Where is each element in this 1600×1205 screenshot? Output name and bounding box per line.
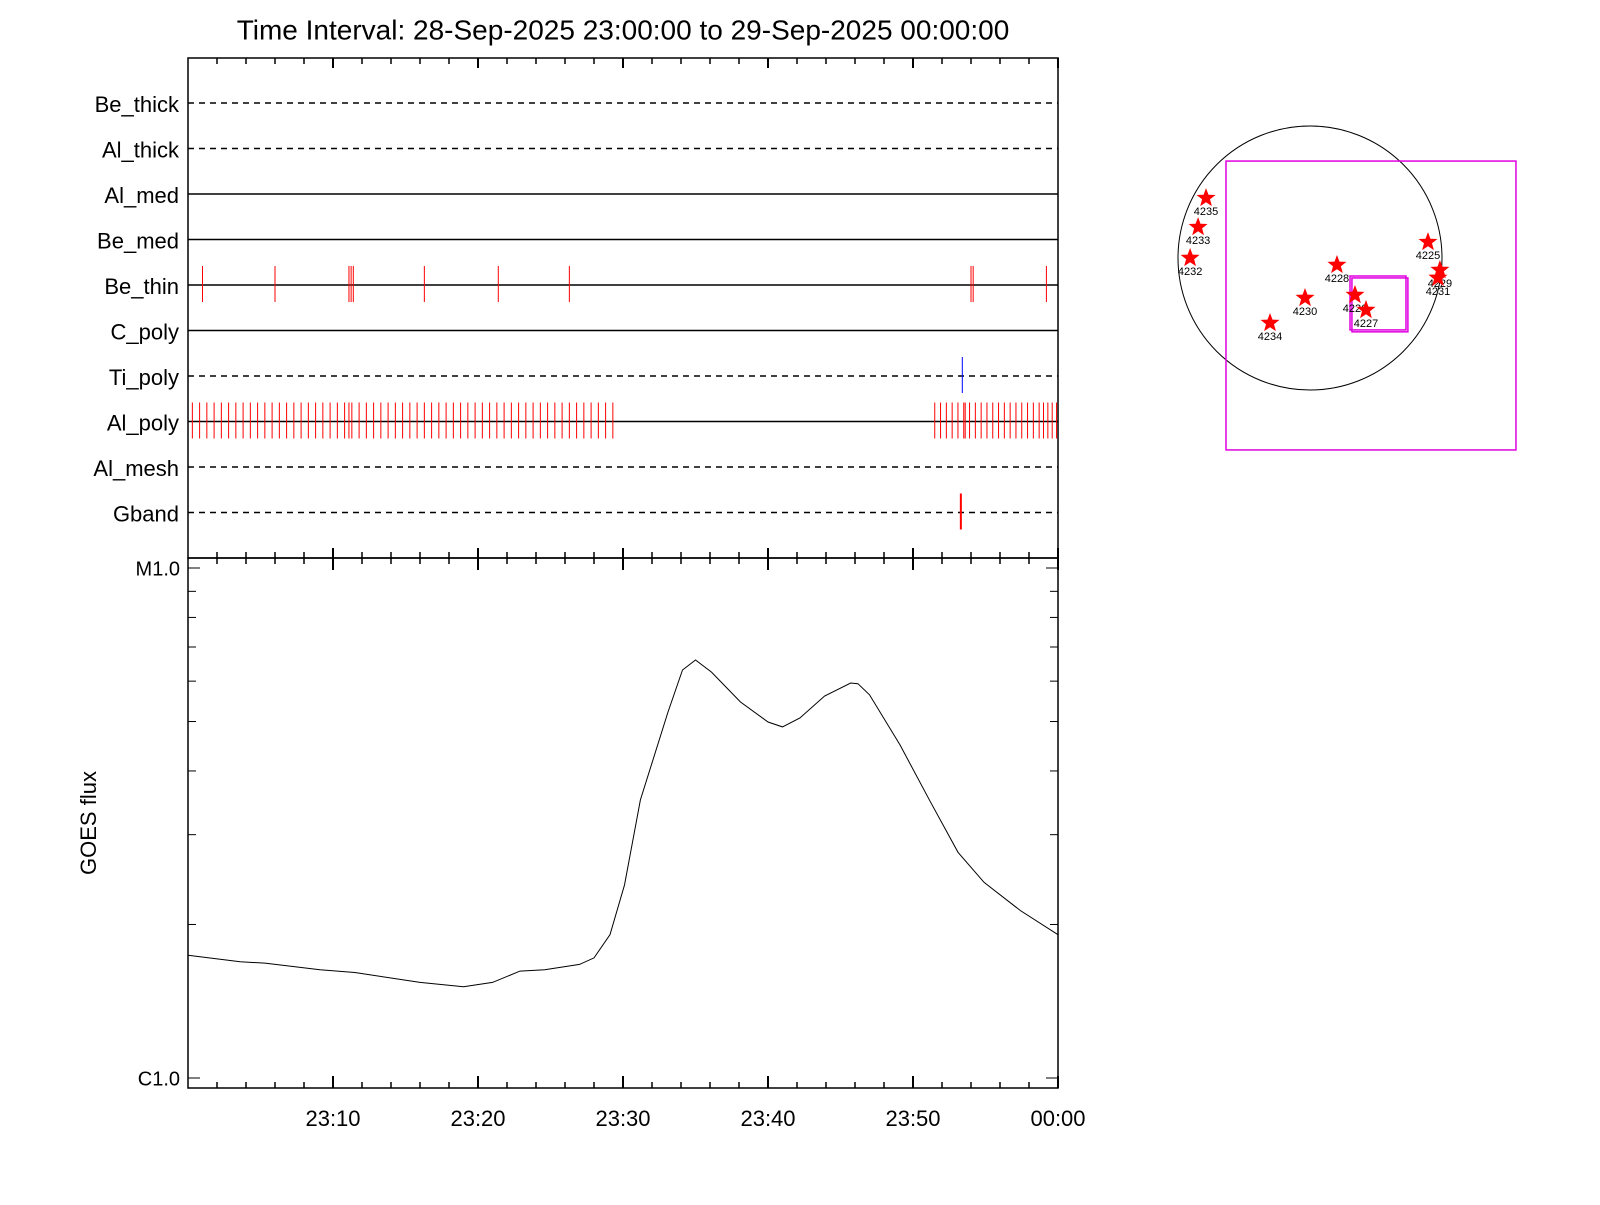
fov-box	[1351, 277, 1409, 333]
x-tick-label: 23:10	[305, 1106, 360, 1131]
row-label: Gband	[113, 501, 179, 526]
row-label: Be_thin	[104, 274, 179, 299]
region-star	[1188, 217, 1208, 236]
row-label: C_poly	[111, 319, 179, 344]
fov-box	[1349, 275, 1407, 331]
region-label: 4225	[1416, 250, 1440, 262]
region-star	[1428, 267, 1448, 286]
region-label: 4231	[1426, 286, 1450, 298]
x-tick-label: 23:40	[740, 1106, 795, 1131]
row-label: Al_mesh	[93, 456, 179, 481]
row-label: Be_med	[97, 228, 179, 253]
chart-title: Time Interval: 28-Sep-2025 23:00:00 to 2…	[237, 14, 1010, 45]
y-tick-label: M1.0	[136, 558, 180, 580]
lightcurve-frame	[187, 557, 1059, 1089]
region-label: 4234	[1258, 331, 1282, 343]
fov-box	[1225, 160, 1517, 451]
region-label: 4228	[1325, 273, 1349, 285]
row-label: Be_thick	[95, 92, 180, 117]
region-label: 4233	[1186, 235, 1210, 247]
x-tick-label: 23:30	[595, 1106, 650, 1131]
timeline-frame	[187, 57, 1059, 559]
region-star	[1180, 248, 1200, 267]
flux-line	[187, 659, 1059, 988]
row-label: Al_thick	[102, 137, 180, 162]
region-star	[1295, 288, 1315, 307]
region-star	[1327, 255, 1347, 274]
solar-disk	[1177, 125, 1443, 391]
row-label: Al_poly	[107, 410, 179, 435]
region-star	[1345, 285, 1365, 304]
region-star	[1356, 300, 1376, 319]
x-tick-label: 23:20	[450, 1106, 505, 1131]
region-star	[1430, 260, 1450, 279]
y-axis-label: GOES flux	[76, 771, 101, 875]
region-label: 4226	[1343, 303, 1367, 315]
x-tick-label: 00:00	[1030, 1106, 1085, 1131]
region-star	[1418, 232, 1438, 251]
row-label: Ti_poly	[109, 365, 179, 390]
region-label: 4235	[1194, 206, 1218, 218]
y-tick-label: C1.0	[138, 1068, 180, 1090]
region-star	[1260, 313, 1280, 332]
region-label: 4227	[1354, 318, 1378, 330]
row-label: Al_med	[104, 183, 179, 208]
region-label: 4230	[1293, 306, 1317, 318]
region-star	[1196, 188, 1216, 207]
x-tick-label: 23:50	[885, 1106, 940, 1131]
region-label: 4232	[1178, 266, 1202, 278]
